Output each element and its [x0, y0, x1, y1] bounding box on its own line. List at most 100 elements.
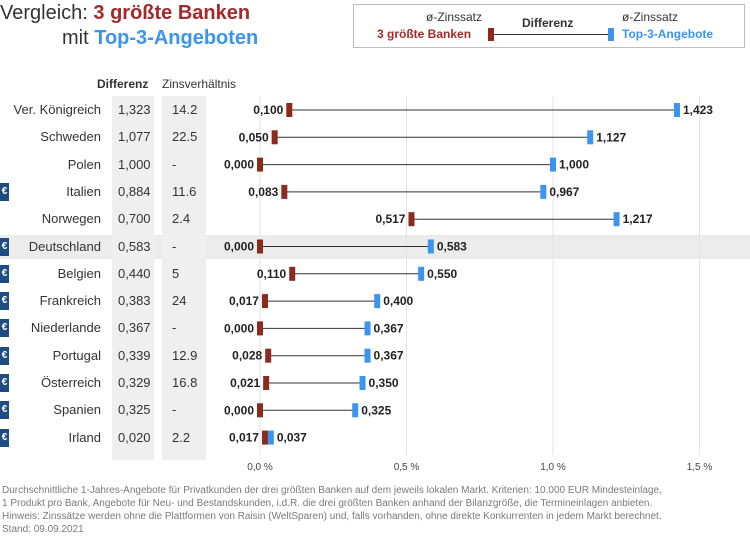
value-label-big3: 0,017	[229, 294, 259, 308]
marker-top3	[673, 103, 680, 117]
marker-big3	[257, 157, 263, 172]
value-label-big3: 0,517	[375, 212, 405, 226]
country-label: Spanien	[53, 402, 101, 418]
differenz-cell: 0,700	[118, 211, 151, 227]
value-label-big3: 0,100	[253, 103, 283, 117]
country-label: Ver. Königreich	[13, 102, 101, 117]
marker-top3	[550, 157, 556, 172]
footer-line: Hinweis: Zinssätze werden ohne die Platt…	[2, 511, 662, 522]
differenz-cell: 0,884	[118, 183, 151, 199]
ratio-cell: 11.6	[172, 183, 197, 199]
differenz-cell: 1,323	[118, 102, 151, 117]
marker-big3	[261, 294, 268, 309]
value-label-top3: 1,217	[623, 212, 653, 226]
differenz-cell: 0,383	[118, 293, 151, 309]
country-label: Polen	[67, 156, 101, 172]
title-line2-prefix: mit	[62, 27, 95, 49]
value-label-top3: 0,400	[383, 294, 413, 308]
marker-top3	[418, 266, 425, 281]
footer-line: Stand: 09.09.2021	[2, 524, 84, 535]
country-label: Schweden	[40, 129, 101, 145]
country-label: Norwegen	[41, 211, 101, 227]
marker-big3	[257, 403, 263, 418]
ratio-cell: -	[172, 402, 177, 418]
marker-big3	[271, 130, 278, 145]
legend: ø-Zinssatz 3 größte Banken Differenz ø-Z…	[353, 4, 745, 48]
euro-badge-icon: €	[0, 428, 9, 447]
value-label-big3: 0,000	[224, 158, 254, 172]
value-label-top3: 0,325	[361, 403, 391, 417]
euro-badge-icon: €	[0, 237, 9, 256]
differenz-cell: 0,339	[118, 347, 151, 363]
marker-top3	[364, 348, 371, 363]
marker-top3	[359, 376, 366, 390]
marker-top3	[352, 403, 359, 418]
differenz-cell: 0,367	[118, 320, 151, 336]
marker-top3	[364, 321, 371, 336]
value-label-top3: 0,037	[277, 431, 307, 445]
marker-big3	[286, 103, 293, 117]
differenz-cell: 0,020	[118, 429, 151, 445]
title-highlight-red: 3 größte Banken	[93, 2, 251, 24]
x-tick-label: 1,5 %	[687, 462, 713, 473]
differenz-cell: 0,325	[118, 402, 151, 418]
ratio-cell: -	[172, 320, 177, 336]
country-label: Italien	[66, 183, 101, 199]
legend-right-bottom: Top-3-Angebote	[622, 27, 714, 41]
marker-top3	[613, 212, 620, 227]
x-tick-label: 0,5 %	[394, 462, 420, 473]
legend-right-top: ø-Zinssatz	[622, 10, 679, 24]
country-label: Österreich	[41, 375, 101, 390]
legend-middle: Differenz	[522, 16, 574, 30]
column-header-zinsverhaeltnis: Zinsverhältnis	[162, 77, 237, 91]
value-label-top3: 0,583	[437, 240, 467, 254]
country-label: Niederlande	[30, 320, 101, 336]
marker-top3	[374, 294, 381, 309]
differenz-cell: 0,583	[118, 238, 151, 254]
ratio-cell: 16.8	[172, 375, 198, 390]
ratio-column-bg	[162, 96, 206, 460]
legend-left-bottom: 3 größte Banken	[377, 27, 472, 41]
euro-badge-icon: €	[0, 264, 9, 283]
euro-badge-icon: €	[0, 346, 9, 365]
value-label-big3: 0,000	[224, 403, 254, 417]
marker-big3	[263, 376, 270, 390]
differenz-cell: 1,000	[118, 156, 151, 172]
ratio-cell: -	[172, 238, 177, 254]
marker-big3	[257, 321, 263, 336]
value-label-top3: 0,350	[369, 376, 399, 390]
marker-big3	[408, 212, 415, 227]
dumbbell-chart: 0,0 % 0,5 % 1,0 % 1,5 % 0,100 1,423 0,050 1,127…	[224, 96, 713, 473]
ratio-cell: 22.5	[172, 129, 198, 145]
euro-badge-icon: €	[0, 319, 9, 338]
country-label: Deutschland	[28, 238, 101, 254]
value-label-top3: 0,550	[427, 267, 457, 281]
differenz-cell: 1,077	[118, 129, 151, 145]
marker-big3	[281, 184, 288, 199]
value-label-top3: 1,423	[683, 103, 713, 117]
value-label-big3: 0,000	[224, 240, 254, 254]
legend-marker-red	[488, 28, 494, 41]
euro-badge-icon: €	[0, 374, 9, 392]
value-label-top3: 1,127	[596, 130, 626, 144]
footer-line: 1 Produkt pro Bank, Angebote für Neu- un…	[2, 498, 653, 509]
value-label-top3: 0,367	[374, 321, 404, 335]
marker-top3	[587, 130, 594, 145]
country-label: Portugal	[52, 347, 101, 363]
ratio-cell: 12.9	[172, 347, 198, 363]
differenz-cell: 0,440	[118, 265, 151, 281]
marker-big3	[289, 266, 296, 281]
value-label-big3: 0,110	[257, 267, 287, 281]
legend-left-top: ø-Zinssatz	[426, 10, 483, 24]
ratio-cell: 14.2	[172, 102, 198, 117]
title-prefix: Vergleich:	[0, 2, 94, 24]
marker-big3	[261, 430, 268, 445]
chart-title-line2: mit Top-3-Angeboten	[62, 27, 258, 50]
legend-marker-blue	[608, 28, 614, 41]
marker-big3	[265, 348, 272, 363]
value-label-big3: 0,000	[224, 321, 254, 335]
x-tick-label: 1,0 %	[540, 462, 566, 473]
ratio-cell: 5	[172, 265, 180, 281]
value-label-top3: 1,000	[559, 158, 589, 172]
value-label-big3: 0,028	[232, 349, 262, 363]
